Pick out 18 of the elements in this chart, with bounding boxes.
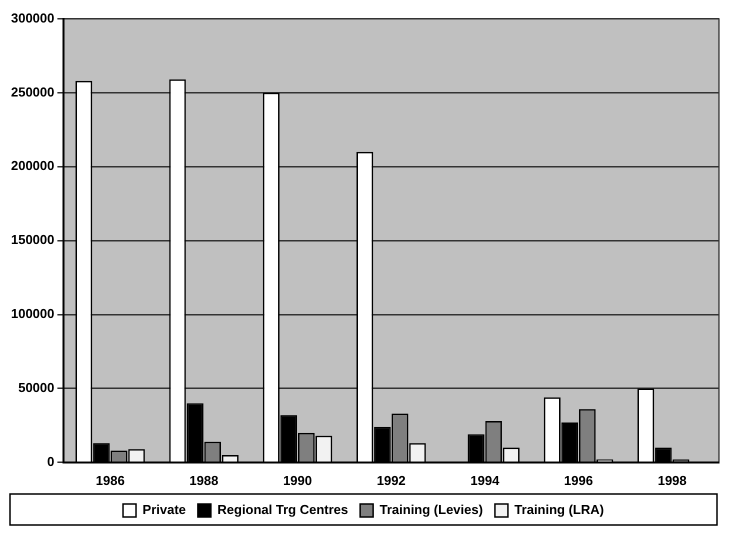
y-tick-label: 50000: [18, 380, 54, 396]
x-tick-label: 1988: [189, 472, 218, 488]
legend-label: Training (Levies): [380, 502, 483, 518]
y-tick-label: 100000: [10, 306, 54, 322]
legend-label: Private: [142, 502, 186, 518]
x-tick-label: 1992: [376, 472, 406, 488]
x-tick-label: 1998: [658, 472, 687, 488]
legend-label: Regional Trg Centres: [217, 502, 348, 518]
y-tick-label: 200000: [10, 158, 54, 174]
x-tick-label: 1990: [283, 472, 312, 488]
y-tick-label: 250000: [10, 84, 54, 100]
x-tick-label: 1986: [96, 472, 125, 488]
x-tick-label: 1994: [470, 472, 500, 488]
y-tick-label: 0: [47, 454, 54, 469]
y-tick-label: 150000: [10, 232, 54, 248]
legend-label: Training (LRA): [514, 502, 604, 518]
x-tick-label: 1996: [564, 472, 593, 488]
y-tick-label: 300000: [10, 10, 54, 26]
